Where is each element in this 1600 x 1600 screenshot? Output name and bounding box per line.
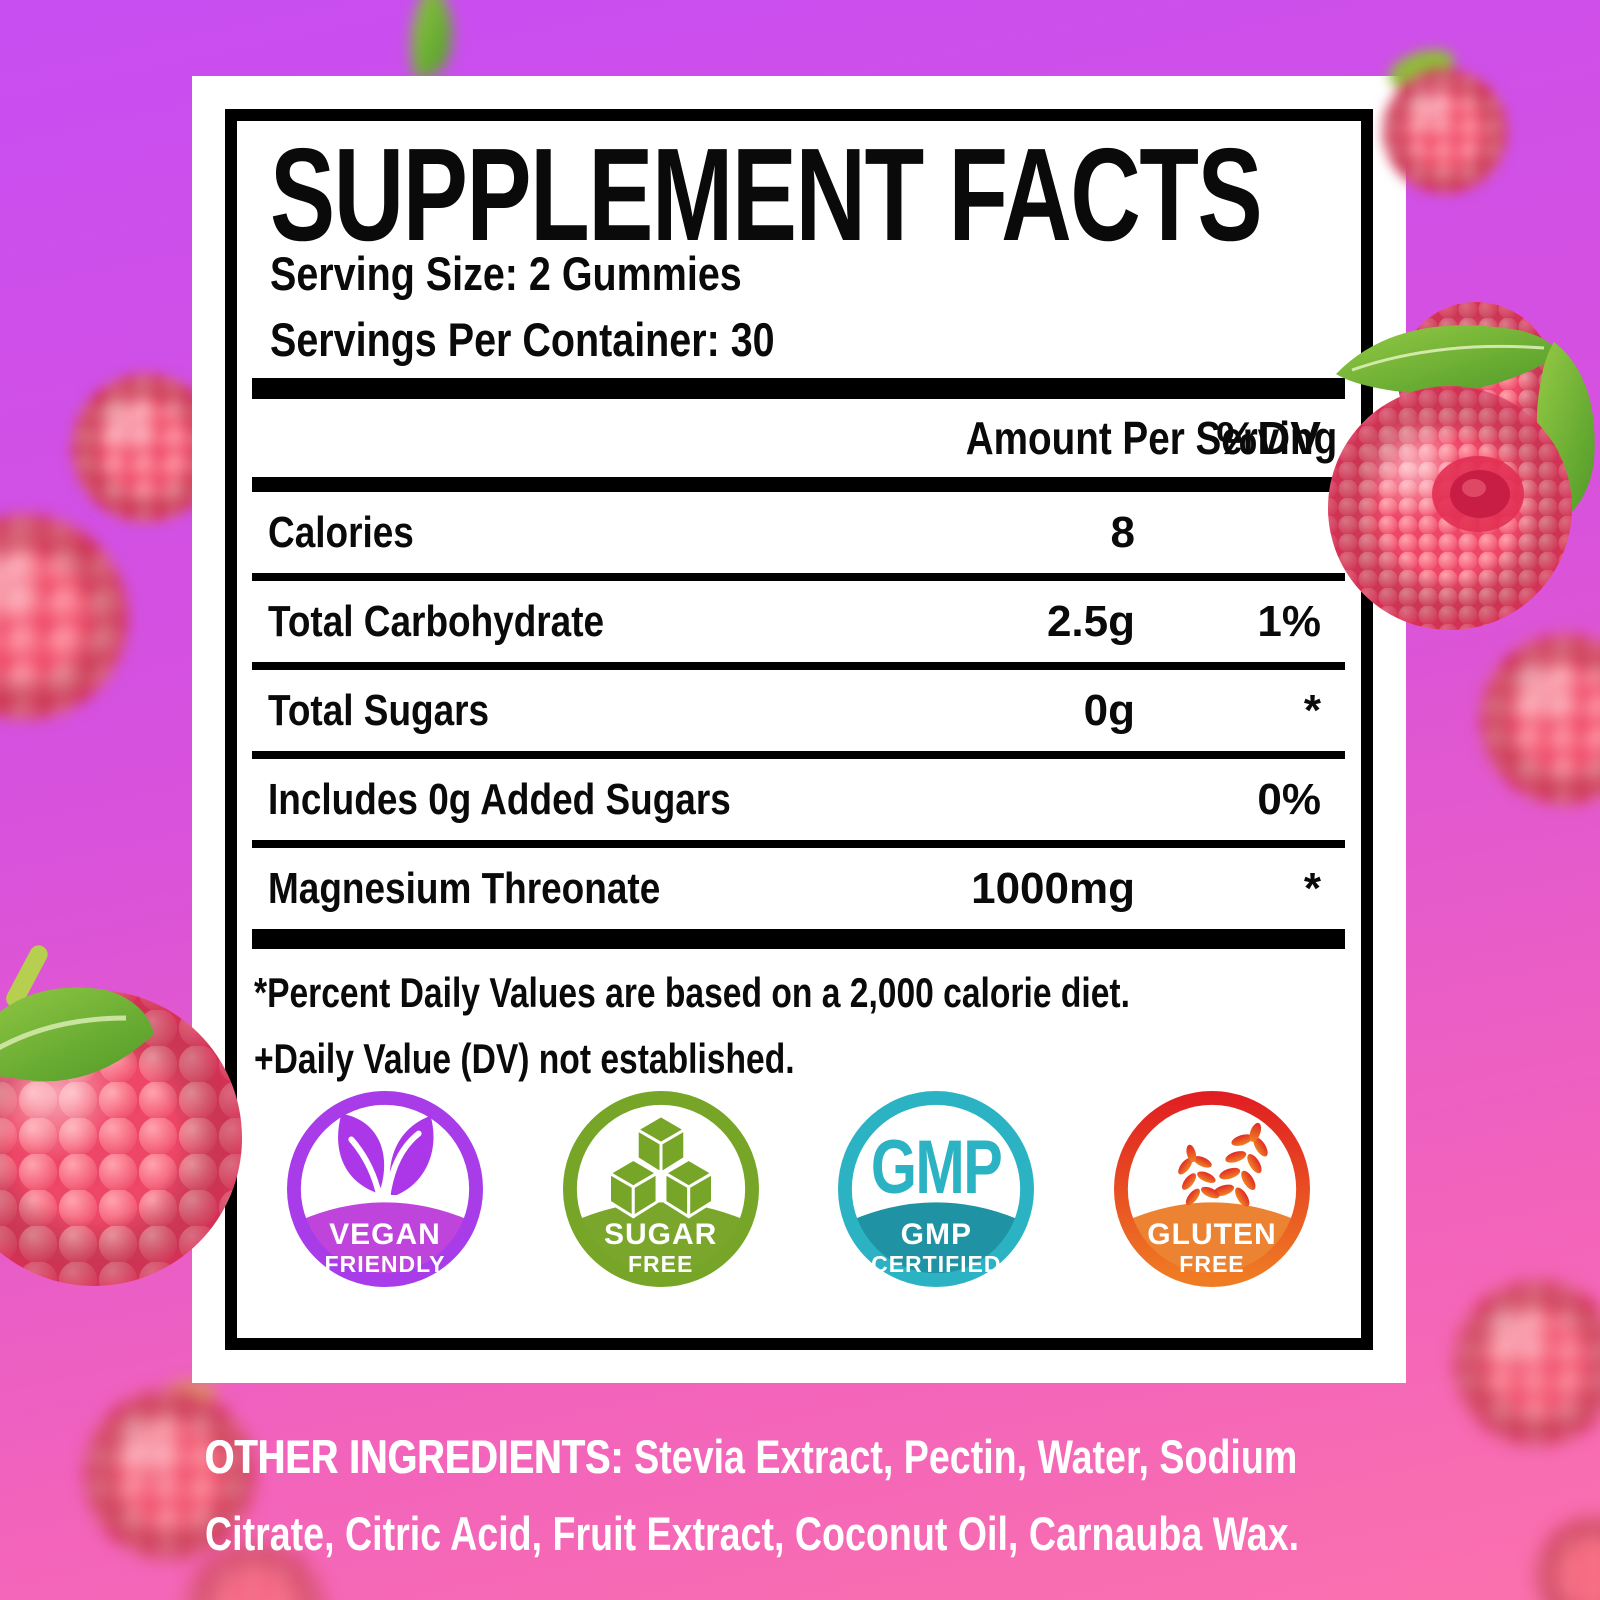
badge-label: GMP <box>900 1218 972 1251</box>
badge-label: FRIENDLY <box>324 1251 446 1277</box>
badge-label: FREE <box>627 1251 694 1277</box>
raspberry-decoration <box>1478 632 1600 807</box>
badge-sugar-free: SUGAR FREE <box>562 1090 760 1288</box>
wheat-icon <box>1178 1122 1268 1240</box>
badge-label: CERTIFIED <box>871 1251 1002 1277</box>
leaf-icon <box>338 1113 434 1202</box>
column-dv: %DV <box>1216 412 1321 464</box>
raspberry-leaf-decoration <box>382 0 492 86</box>
column-amount-per-serving: Amount Per Serving <box>965 412 1338 464</box>
footnote-line-2: +Daily Value (DV) not established. <box>254 1035 795 1082</box>
table-row-added-sugars: Includes 0g Added Sugars 0% <box>268 774 1321 824</box>
table-row-total-sugars: Total Sugars 0g * <box>268 685 1321 735</box>
facts-table: Amount Per Serving %DV Calories 8 Total … <box>252 378 1345 949</box>
other-ingredients-text-1: Stevia Extract, Pectin, Water, Sodium <box>623 1430 1298 1483</box>
gmp-text-icon: GMP <box>871 1125 1003 1210</box>
table-row-magnesium-threonate: Magnesium Threonate 1000mg * <box>268 863 1321 913</box>
footnote-line-1: *Percent Daily Values are based on a 2,0… <box>254 969 1130 1016</box>
rule-thin <box>252 751 1345 759</box>
table-row-calories: Calories 8 <box>268 507 1135 557</box>
table-row-total-carbohydrate: Total Carbohydrate 2.5g 1% <box>268 596 1321 646</box>
footnote: *Percent Daily Values are based on a 2,0… <box>254 960 1349 1092</box>
certification-badges: VEGAN FRIENDLY <box>252 1090 1345 1290</box>
rule-thin <box>252 573 1345 581</box>
rule-thick <box>252 378 1345 399</box>
rule-thick <box>252 929 1345 949</box>
badge-label: GLUTEN <box>1147 1218 1277 1251</box>
badge-label: VEGAN <box>329 1218 441 1251</box>
rule-thin <box>252 662 1345 670</box>
badge-label: SUGAR <box>603 1218 718 1251</box>
rule-medium <box>252 477 1345 492</box>
badge-vegan-friendly: VEGAN FRIENDLY <box>286 1090 484 1288</box>
badge-gluten-free: GLUTEN FREE <box>1113 1090 1311 1288</box>
servings-per-container: Servings Per Container: 30 <box>270 313 775 366</box>
serving-size: Serving Size: 2 Gummies <box>270 247 742 300</box>
table-header: Amount Per Serving %DV <box>252 399 1345 477</box>
panel-title: SUPPLEMENT FACTS <box>270 121 1263 268</box>
other-ingredients-text-2: Citrate, Citric Acid, Fruit Extract, Coc… <box>205 1507 1300 1560</box>
other-ingredients: OTHER INGREDIENTS: Stevia Extract, Pecti… <box>205 1418 1595 1572</box>
other-ingredients-label: OTHER INGREDIENTS: <box>205 1430 624 1483</box>
badge-gmp-certified: GMP GMP CERTIFIED <box>837 1090 1035 1288</box>
rule-thin <box>252 840 1345 848</box>
supplement-facts-panel: SUPPLEMENT FACTS Serving Size: 2 Gummies… <box>192 76 1406 1383</box>
sugar-cubes-icon <box>607 1114 714 1219</box>
badge-label: FREE <box>1179 1251 1245 1277</box>
raspberry-decoration <box>0 512 130 722</box>
